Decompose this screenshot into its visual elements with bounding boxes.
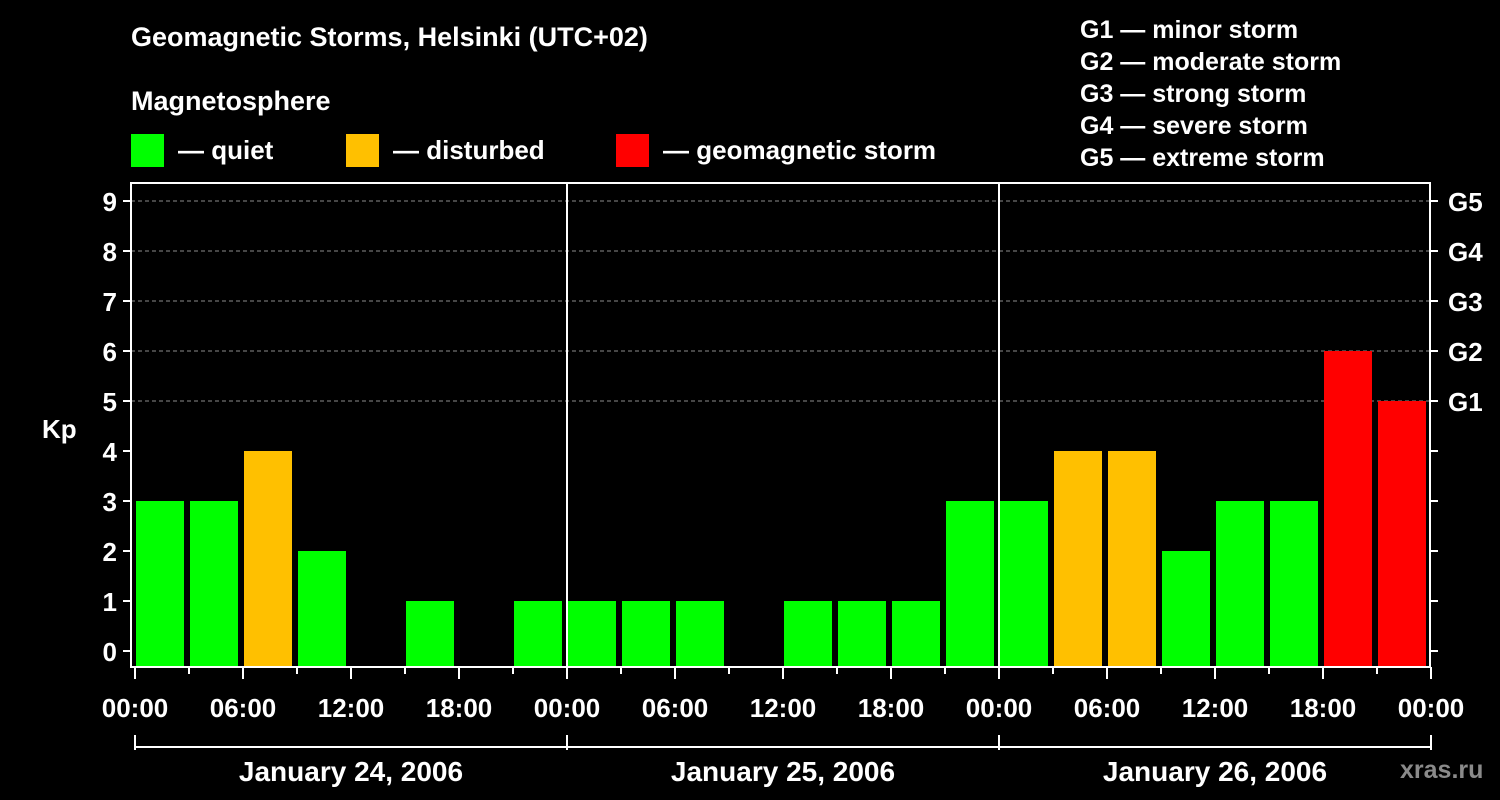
bar-18: [1108, 451, 1156, 667]
x-tick-label-9: 06:00: [1074, 693, 1141, 723]
legend-item-storm: — geomagnetic storm: [616, 133, 936, 167]
bar-1: [190, 501, 238, 667]
x-tick-label-12: 00:00: [1398, 693, 1465, 723]
legend-swatch-quiet: [131, 133, 164, 167]
y-tick-label-8: 8: [103, 237, 117, 267]
bar-12: [784, 601, 832, 667]
y-tick-label-3: 3: [103, 487, 117, 517]
day-label-0: January 24, 2006: [239, 756, 463, 787]
right-tick-label-g2: G2: [1448, 337, 1483, 367]
watermark: xras.ru: [1400, 756, 1484, 784]
storm-scale-g5: G5 — extreme storm: [1080, 144, 1325, 172]
storm-scale-g1: G1 — minor storm: [1080, 16, 1299, 44]
bar-15: [946, 501, 994, 667]
bar-9: [622, 601, 670, 667]
legend-item-quiet: — quiet: [131, 133, 273, 167]
right-tick-label-g3: G3: [1448, 287, 1483, 317]
x-tick-label-11: 18:00: [1290, 693, 1357, 723]
legend-label-storm: — geomagnetic storm: [663, 134, 937, 165]
right-tick-label-g5: G5: [1448, 187, 1483, 217]
bar-3: [298, 551, 346, 667]
storm-scale-g4: G4 — severe storm: [1080, 112, 1308, 140]
x-tick-label-6: 12:00: [750, 693, 817, 723]
bar-5: [406, 601, 454, 667]
day-label-2: January 26, 2006: [1103, 756, 1327, 787]
storm-scale-g3: G3 — strong storm: [1080, 80, 1307, 108]
bar-2: [244, 451, 292, 667]
right-tick-label-g4: G4: [1448, 237, 1483, 267]
y-tick-label-6: 6: [103, 337, 117, 367]
legend-swatch-disturbed: [346, 133, 379, 167]
bar-23: [1378, 401, 1426, 667]
bar-0: [136, 501, 184, 667]
bar-21: [1270, 501, 1318, 667]
bar-22: [1324, 351, 1372, 667]
x-tick-label-4: 00:00: [534, 693, 601, 723]
x-tick-label-8: 00:00: [966, 693, 1033, 723]
y-tick-label-1: 1: [103, 587, 117, 617]
y-tick-label-5: 5: [103, 387, 117, 417]
day-label-1: January 25, 2006: [671, 756, 895, 787]
x-tick-label-5: 06:00: [642, 693, 709, 723]
bar-10: [676, 601, 724, 667]
plot-frame: [130, 182, 1431, 668]
bar-8: [568, 601, 616, 667]
bar-7: [514, 601, 562, 667]
bar-19: [1162, 551, 1210, 667]
bar-14: [892, 601, 940, 667]
legend-item-disturbed: — disturbed: [346, 133, 545, 167]
y-axis-label: Kp: [42, 414, 77, 444]
chart-title: Geomagnetic Storms, Helsinki (UTC+02): [131, 22, 648, 52]
legend-swatch-storm: [616, 133, 649, 167]
bar-17: [1054, 451, 1102, 667]
legend-label-disturbed: — disturbed: [393, 134, 545, 165]
x-tick-label-10: 12:00: [1182, 693, 1249, 723]
bar-16: [1000, 501, 1048, 667]
y-tick-label-4: 4: [103, 437, 118, 467]
x-tick-label-2: 12:00: [318, 693, 385, 723]
y-tick-label-7: 7: [103, 287, 117, 317]
y-tick-label-0: 0: [103, 637, 117, 667]
x-tick-label-0: 00:00: [102, 693, 169, 723]
right-tick-label-g1: G1: [1448, 387, 1483, 417]
storm-scale-g2: G2 — moderate storm: [1080, 48, 1342, 76]
x-tick-label-7: 18:00: [858, 693, 925, 723]
x-tick-label-3: 18:00: [426, 693, 493, 723]
bar-20: [1216, 501, 1264, 667]
legend-label-quiet: — quiet: [178, 134, 274, 165]
y-tick-label-9: 9: [103, 187, 117, 217]
x-tick-label-1: 06:00: [210, 693, 277, 723]
chart-subtitle: Magnetosphere: [131, 86, 331, 116]
storm-scale-legend: G1 — minor storm G2 — moderate storm G3 …: [1080, 14, 1341, 174]
bar-13: [838, 601, 886, 667]
y-tick-label-2: 2: [103, 537, 117, 567]
